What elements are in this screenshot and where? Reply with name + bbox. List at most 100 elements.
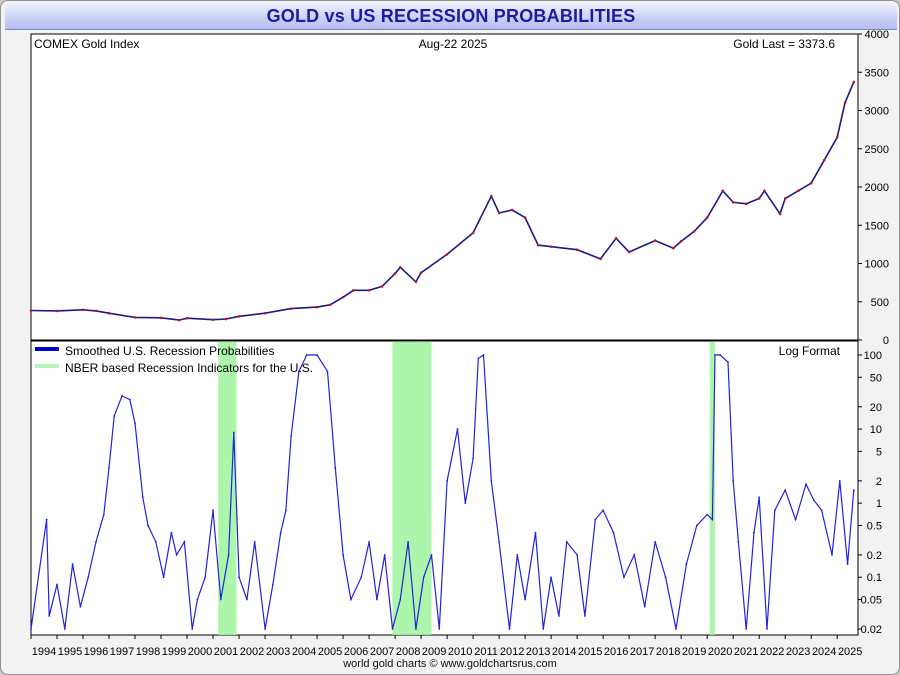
x-tick-label: 1995 bbox=[58, 646, 82, 658]
x-tick-label: 2000 bbox=[188, 646, 212, 658]
legend-swatch-nber bbox=[35, 364, 59, 368]
x-tick-label: 1999 bbox=[162, 646, 186, 658]
recession-probability-point bbox=[183, 540, 186, 543]
recession-probability-point bbox=[147, 524, 149, 527]
recession-probability-point bbox=[430, 554, 433, 556]
chart-title: GOLD vs US RECESSION PROBABILITIES bbox=[266, 6, 636, 26]
recession-y-tick-label: 2 bbox=[876, 476, 882, 488]
x-tick-label: 2022 bbox=[760, 646, 784, 658]
recession-probability-point bbox=[121, 395, 123, 397]
gold-price-point bbox=[289, 307, 293, 310]
gold-price-point bbox=[177, 318, 181, 322]
recession-probability-point bbox=[271, 583, 274, 586]
recession-probability-point bbox=[238, 576, 240, 579]
x-tick-label: 2007 bbox=[370, 646, 394, 658]
recession-probability-point bbox=[594, 518, 597, 521]
x-tick-label: 2016 bbox=[604, 646, 628, 658]
credit-text: world gold charts © www.goldchartsrus.co… bbox=[343, 658, 557, 670]
x-tick-label: 1994 bbox=[32, 646, 56, 658]
x-tick-label: 2011 bbox=[474, 646, 498, 658]
recession-probability-point bbox=[316, 354, 318, 356]
recession-y-tick-label: 0.1 bbox=[867, 572, 882, 584]
x-tick-label: 2021 bbox=[734, 646, 758, 658]
gold-price-point bbox=[497, 211, 501, 215]
x-tick-label: 2024 bbox=[812, 646, 836, 658]
recession-probability-point bbox=[108, 466, 110, 469]
recession-probability-point bbox=[87, 576, 90, 579]
gold-y-tick-label: 4000 bbox=[865, 29, 889, 41]
gold-price-point bbox=[778, 212, 782, 216]
recession-probability-point bbox=[524, 598, 527, 601]
recession-probability-point bbox=[334, 466, 337, 469]
recession-probability-point bbox=[245, 598, 248, 601]
x-tick-label: 2025 bbox=[838, 646, 862, 658]
x-tick-label: 2013 bbox=[526, 646, 550, 658]
x-tick-label: 2005 bbox=[318, 646, 342, 658]
recession-probability-point bbox=[516, 554, 519, 556]
gold-price-point bbox=[471, 231, 475, 235]
recession-probability-point bbox=[212, 509, 214, 512]
recession-probability-point bbox=[838, 479, 841, 482]
gold-price-point bbox=[796, 189, 800, 193]
log-format-label: Log Format bbox=[779, 344, 841, 358]
recession-probability-point bbox=[737, 540, 740, 543]
gold-price-point bbox=[185, 316, 189, 320]
recession-probability-point bbox=[422, 576, 425, 579]
gold-price-point bbox=[94, 309, 98, 313]
gold-y-tick-label: 2500 bbox=[865, 144, 889, 156]
legend-label-probability: Smoothed U.S. Recession Probabilities bbox=[65, 344, 274, 358]
gold-price-point bbox=[107, 311, 111, 315]
recession-probability-point bbox=[279, 531, 282, 534]
recession-probability-point bbox=[232, 431, 235, 434]
gold-price-point bbox=[835, 135, 839, 139]
x-tick-label: 2006 bbox=[344, 646, 368, 658]
legend-label-nber: NBER based Recession Indicators for the … bbox=[65, 361, 313, 375]
x-tick-label: 2009 bbox=[422, 646, 446, 658]
recession-probability-point bbox=[305, 354, 308, 356]
gold-price-point bbox=[510, 208, 514, 212]
recession-probability-point bbox=[284, 509, 287, 512]
x-tick-label: 2002 bbox=[240, 646, 264, 658]
gold-price-point bbox=[490, 194, 493, 198]
gold-price-point bbox=[809, 181, 813, 185]
x-tick-label: 2008 bbox=[396, 646, 420, 658]
recession-probability-point bbox=[349, 598, 352, 601]
recession-probability-point bbox=[95, 540, 97, 543]
recession-probability-point bbox=[375, 598, 378, 601]
gold-price-point bbox=[133, 316, 137, 319]
recession-probability-point bbox=[45, 518, 48, 521]
gold-y-tick-label: 3000 bbox=[865, 106, 889, 118]
recession-probability-point bbox=[56, 583, 58, 586]
gold-series bbox=[29, 80, 856, 322]
recession-y-tick-label: 1 bbox=[876, 498, 882, 510]
recession-probability-point bbox=[297, 370, 300, 373]
recession-probability-point bbox=[745, 628, 748, 630]
recession-y-tick-label: 0.2 bbox=[867, 550, 882, 562]
gold-price-point bbox=[757, 197, 761, 200]
recession-probability-point bbox=[784, 489, 787, 492]
recession-probability-point bbox=[550, 576, 553, 579]
recession-probability-point bbox=[391, 628, 394, 630]
gold-date-label: Aug-22 2025 bbox=[419, 37, 488, 51]
recession-probability-point bbox=[464, 502, 467, 505]
x-tick-label: 2020 bbox=[708, 646, 732, 658]
gold-price-point bbox=[523, 216, 527, 219]
gold-price-point bbox=[237, 314, 241, 318]
recession-probability-point bbox=[584, 615, 586, 617]
x-tick-label: 2012 bbox=[500, 646, 524, 658]
x-tick-label: 1997 bbox=[110, 646, 134, 658]
recession-probability-point bbox=[719, 354, 722, 356]
recession-probability-point bbox=[812, 499, 815, 501]
gold-y-tick-label: 1000 bbox=[865, 259, 889, 271]
recession-probability-point bbox=[326, 370, 329, 373]
gold-price-point bbox=[763, 189, 766, 193]
gold-y-tick-label: 1500 bbox=[865, 220, 889, 232]
recession-probability-point bbox=[831, 554, 833, 556]
recession-probability-point bbox=[113, 415, 116, 417]
gold-price-point bbox=[731, 201, 735, 204]
recession-probability-point bbox=[253, 540, 256, 543]
recession-probability-point bbox=[399, 598, 402, 601]
recession-probability-point bbox=[360, 576, 363, 579]
recession-probability-point bbox=[490, 479, 493, 482]
recession-probability-point bbox=[30, 628, 32, 630]
